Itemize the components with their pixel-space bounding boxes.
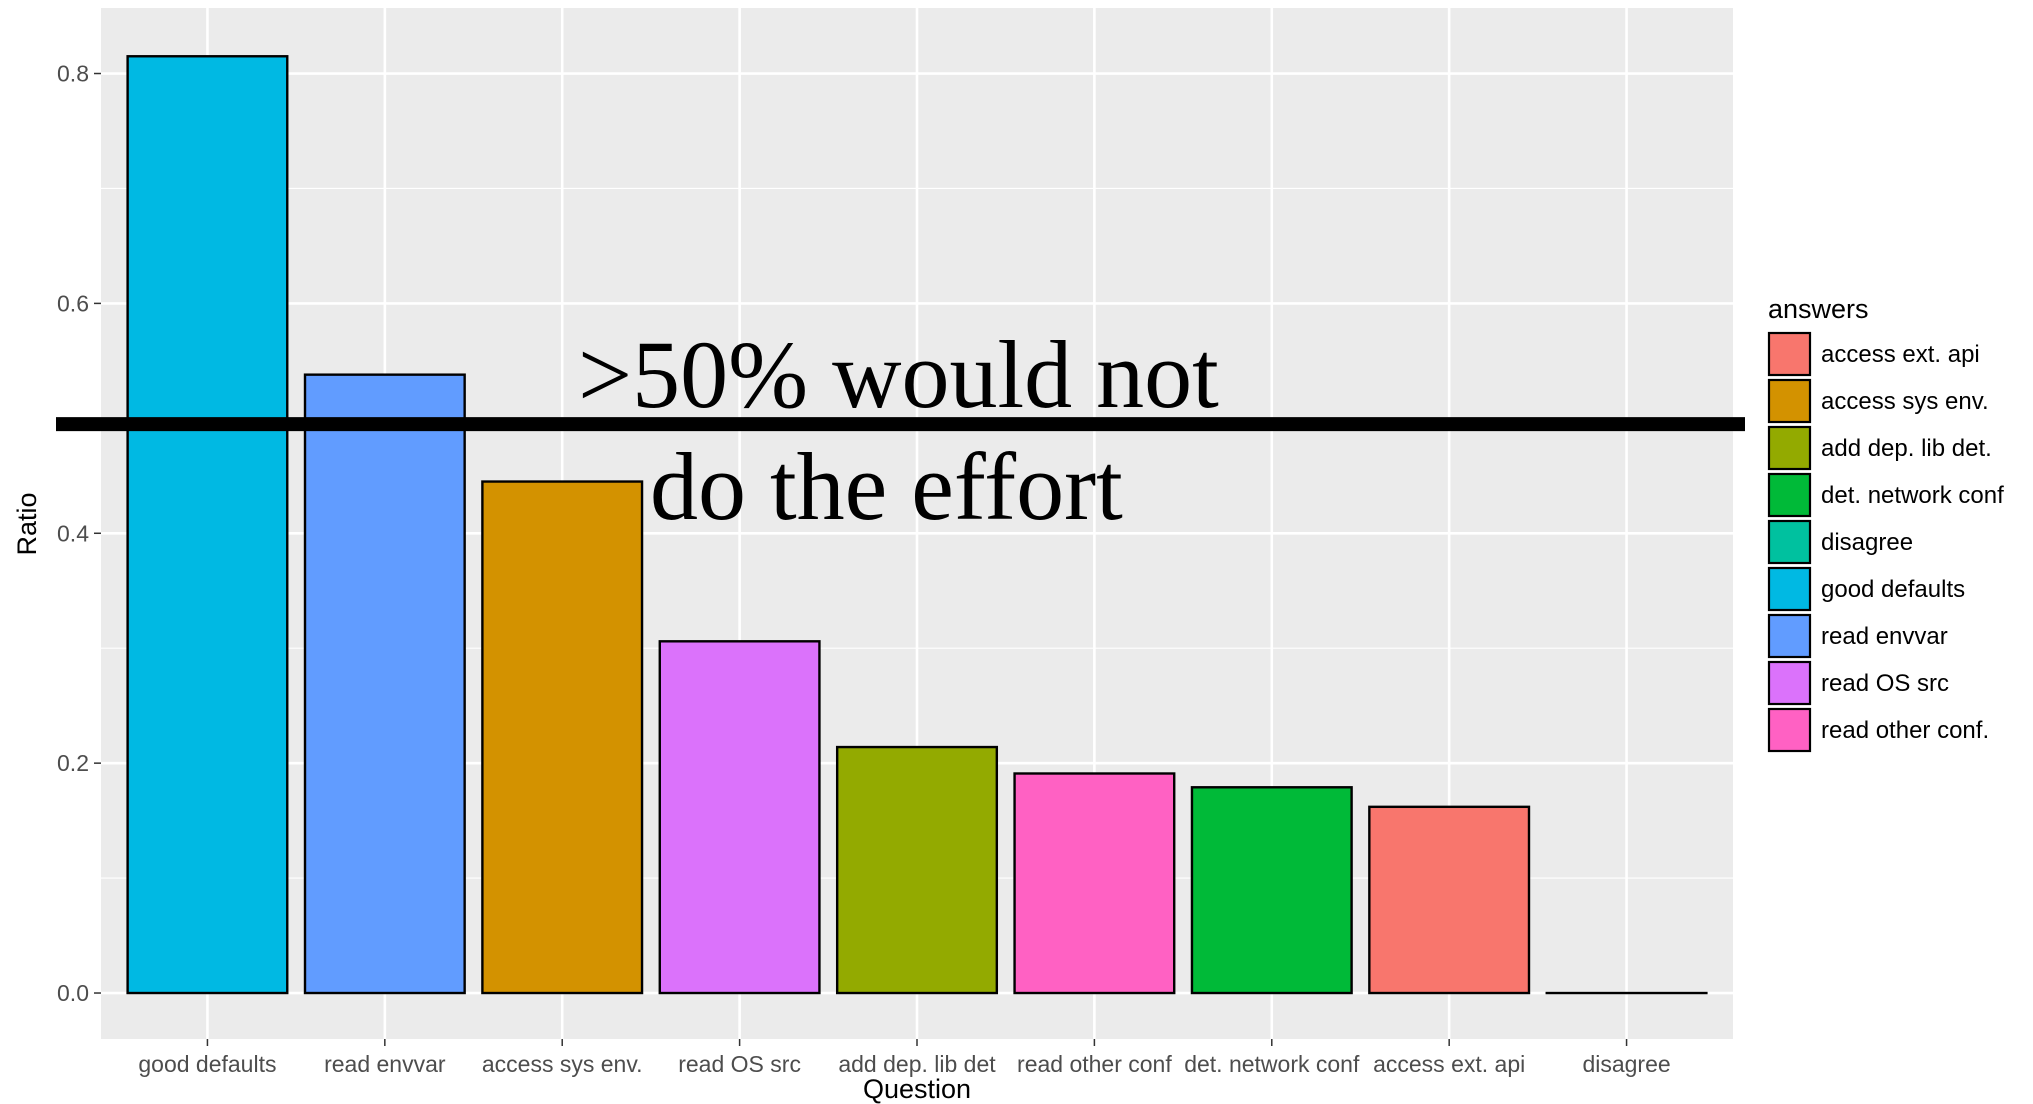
legend-label: access ext. api [1821,341,1980,368]
bar [835,745,999,995]
x-tick-label: access ext. api [1373,1051,1525,1077]
bar [1368,805,1531,995]
legend-label: read envvar [1821,623,1948,650]
x-tick-label: add dep. lib det [838,1051,996,1077]
legend: answers access ext. api access sys env. ad… [1767,294,2004,753]
legend-swatch [1767,660,1812,706]
legend-swatch [1767,613,1812,659]
bar [126,55,289,995]
legend-swatch [1767,519,1812,565]
annotation-line-1: >50% would not [578,321,1219,428]
legend-label: read OS src [1821,670,1949,697]
x-axis-title: Question [863,1074,971,1104]
legend-swatch [1767,331,1812,377]
legend-title: answers [1768,294,1869,324]
bars [126,55,1708,995]
x-tick-label: read other conf [1017,1051,1172,1077]
y-tick-label: 0.2 [57,750,89,776]
legend-label: access sys env. [1821,388,1989,415]
bar [1190,786,1353,995]
x-tick-label: access sys env. [482,1051,643,1077]
bar [658,640,821,995]
bar [1013,772,1176,995]
legend-swatch [1767,707,1812,753]
x-tick-label: good defaults [138,1051,276,1077]
y-axis-title: Ratio [12,492,42,555]
legend-label: read other conf. [1821,717,1989,744]
legend-swatch [1767,566,1812,612]
legend-swatch [1767,378,1812,424]
x-axis: good defaults read envvar access sys env. r… [138,1039,1671,1077]
legend-swatch [1767,472,1812,518]
annotation-line-2: do the effort [650,433,1123,540]
y-tick-label: 0.0 [57,980,89,1006]
legend-label: add dep. lib det. [1821,435,1992,462]
x-tick-label: read OS src [678,1051,801,1077]
x-tick-label: det. network conf [1184,1051,1360,1077]
x-tick-label: disagree [1582,1051,1670,1077]
y-tick-label: 0.8 [57,61,89,87]
legend-label: good defaults [1821,576,1965,603]
y-axis: 0.0 0.2 0.4 0.6 0.8 [57,61,101,1006]
legend-label: det. network conf [1821,482,2004,509]
bar [303,373,466,995]
x-tick-label: read envvar [324,1051,446,1077]
legend-swatch [1767,425,1812,471]
y-tick-label: 0.4 [57,520,89,546]
legend-label: disagree [1821,529,1913,556]
y-tick-label: 0.6 [57,290,89,316]
bar [481,480,644,995]
